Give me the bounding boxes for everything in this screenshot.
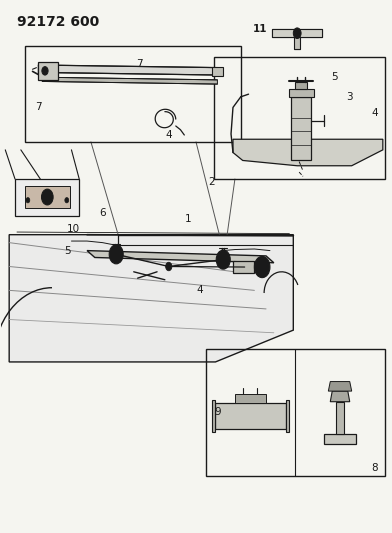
Bar bbox=[206, 349, 385, 476]
Text: 7: 7 bbox=[35, 102, 42, 112]
Circle shape bbox=[258, 262, 266, 272]
Circle shape bbox=[45, 193, 50, 201]
Text: 10: 10 bbox=[67, 224, 80, 235]
Polygon shape bbox=[328, 382, 352, 391]
Text: 11: 11 bbox=[253, 24, 267, 34]
Polygon shape bbox=[25, 186, 69, 208]
Text: 4: 4 bbox=[196, 285, 203, 295]
Polygon shape bbox=[233, 261, 254, 273]
Polygon shape bbox=[216, 403, 285, 429]
Bar bbox=[25, 46, 241, 142]
Circle shape bbox=[42, 189, 53, 205]
Polygon shape bbox=[233, 139, 383, 166]
Polygon shape bbox=[336, 402, 344, 433]
Circle shape bbox=[113, 249, 120, 259]
Text: 3: 3 bbox=[347, 92, 353, 102]
Text: 2: 2 bbox=[208, 176, 215, 187]
Polygon shape bbox=[294, 37, 300, 49]
Polygon shape bbox=[272, 29, 323, 37]
Text: 8: 8 bbox=[372, 463, 378, 473]
Text: 5: 5 bbox=[331, 71, 338, 82]
Circle shape bbox=[65, 198, 69, 203]
Circle shape bbox=[109, 245, 123, 264]
Polygon shape bbox=[42, 77, 218, 84]
Circle shape bbox=[166, 262, 172, 271]
Circle shape bbox=[293, 28, 301, 38]
Bar bbox=[15, 179, 79, 216]
Bar bbox=[214, 57, 385, 179]
Text: 92172 600: 92172 600 bbox=[17, 14, 99, 29]
Polygon shape bbox=[87, 251, 274, 263]
Text: 7: 7 bbox=[136, 59, 143, 69]
Polygon shape bbox=[212, 67, 223, 76]
Polygon shape bbox=[291, 97, 311, 160]
Polygon shape bbox=[38, 65, 221, 75]
Text: 1: 1 bbox=[185, 214, 192, 224]
Polygon shape bbox=[295, 82, 307, 89]
Polygon shape bbox=[330, 391, 350, 402]
Circle shape bbox=[254, 256, 270, 278]
Circle shape bbox=[42, 67, 48, 75]
Circle shape bbox=[220, 255, 227, 264]
Polygon shape bbox=[289, 89, 314, 97]
Polygon shape bbox=[325, 433, 356, 444]
Text: 5: 5 bbox=[64, 246, 71, 256]
Polygon shape bbox=[285, 400, 289, 432]
Circle shape bbox=[26, 198, 30, 203]
Polygon shape bbox=[38, 62, 58, 80]
Text: 4: 4 bbox=[165, 130, 172, 140]
Text: 9: 9 bbox=[214, 407, 221, 417]
Circle shape bbox=[216, 250, 230, 269]
Text: 6: 6 bbox=[99, 208, 106, 219]
Polygon shape bbox=[235, 394, 266, 403]
Polygon shape bbox=[9, 235, 293, 362]
Polygon shape bbox=[212, 400, 216, 432]
Text: 4: 4 bbox=[372, 108, 378, 118]
